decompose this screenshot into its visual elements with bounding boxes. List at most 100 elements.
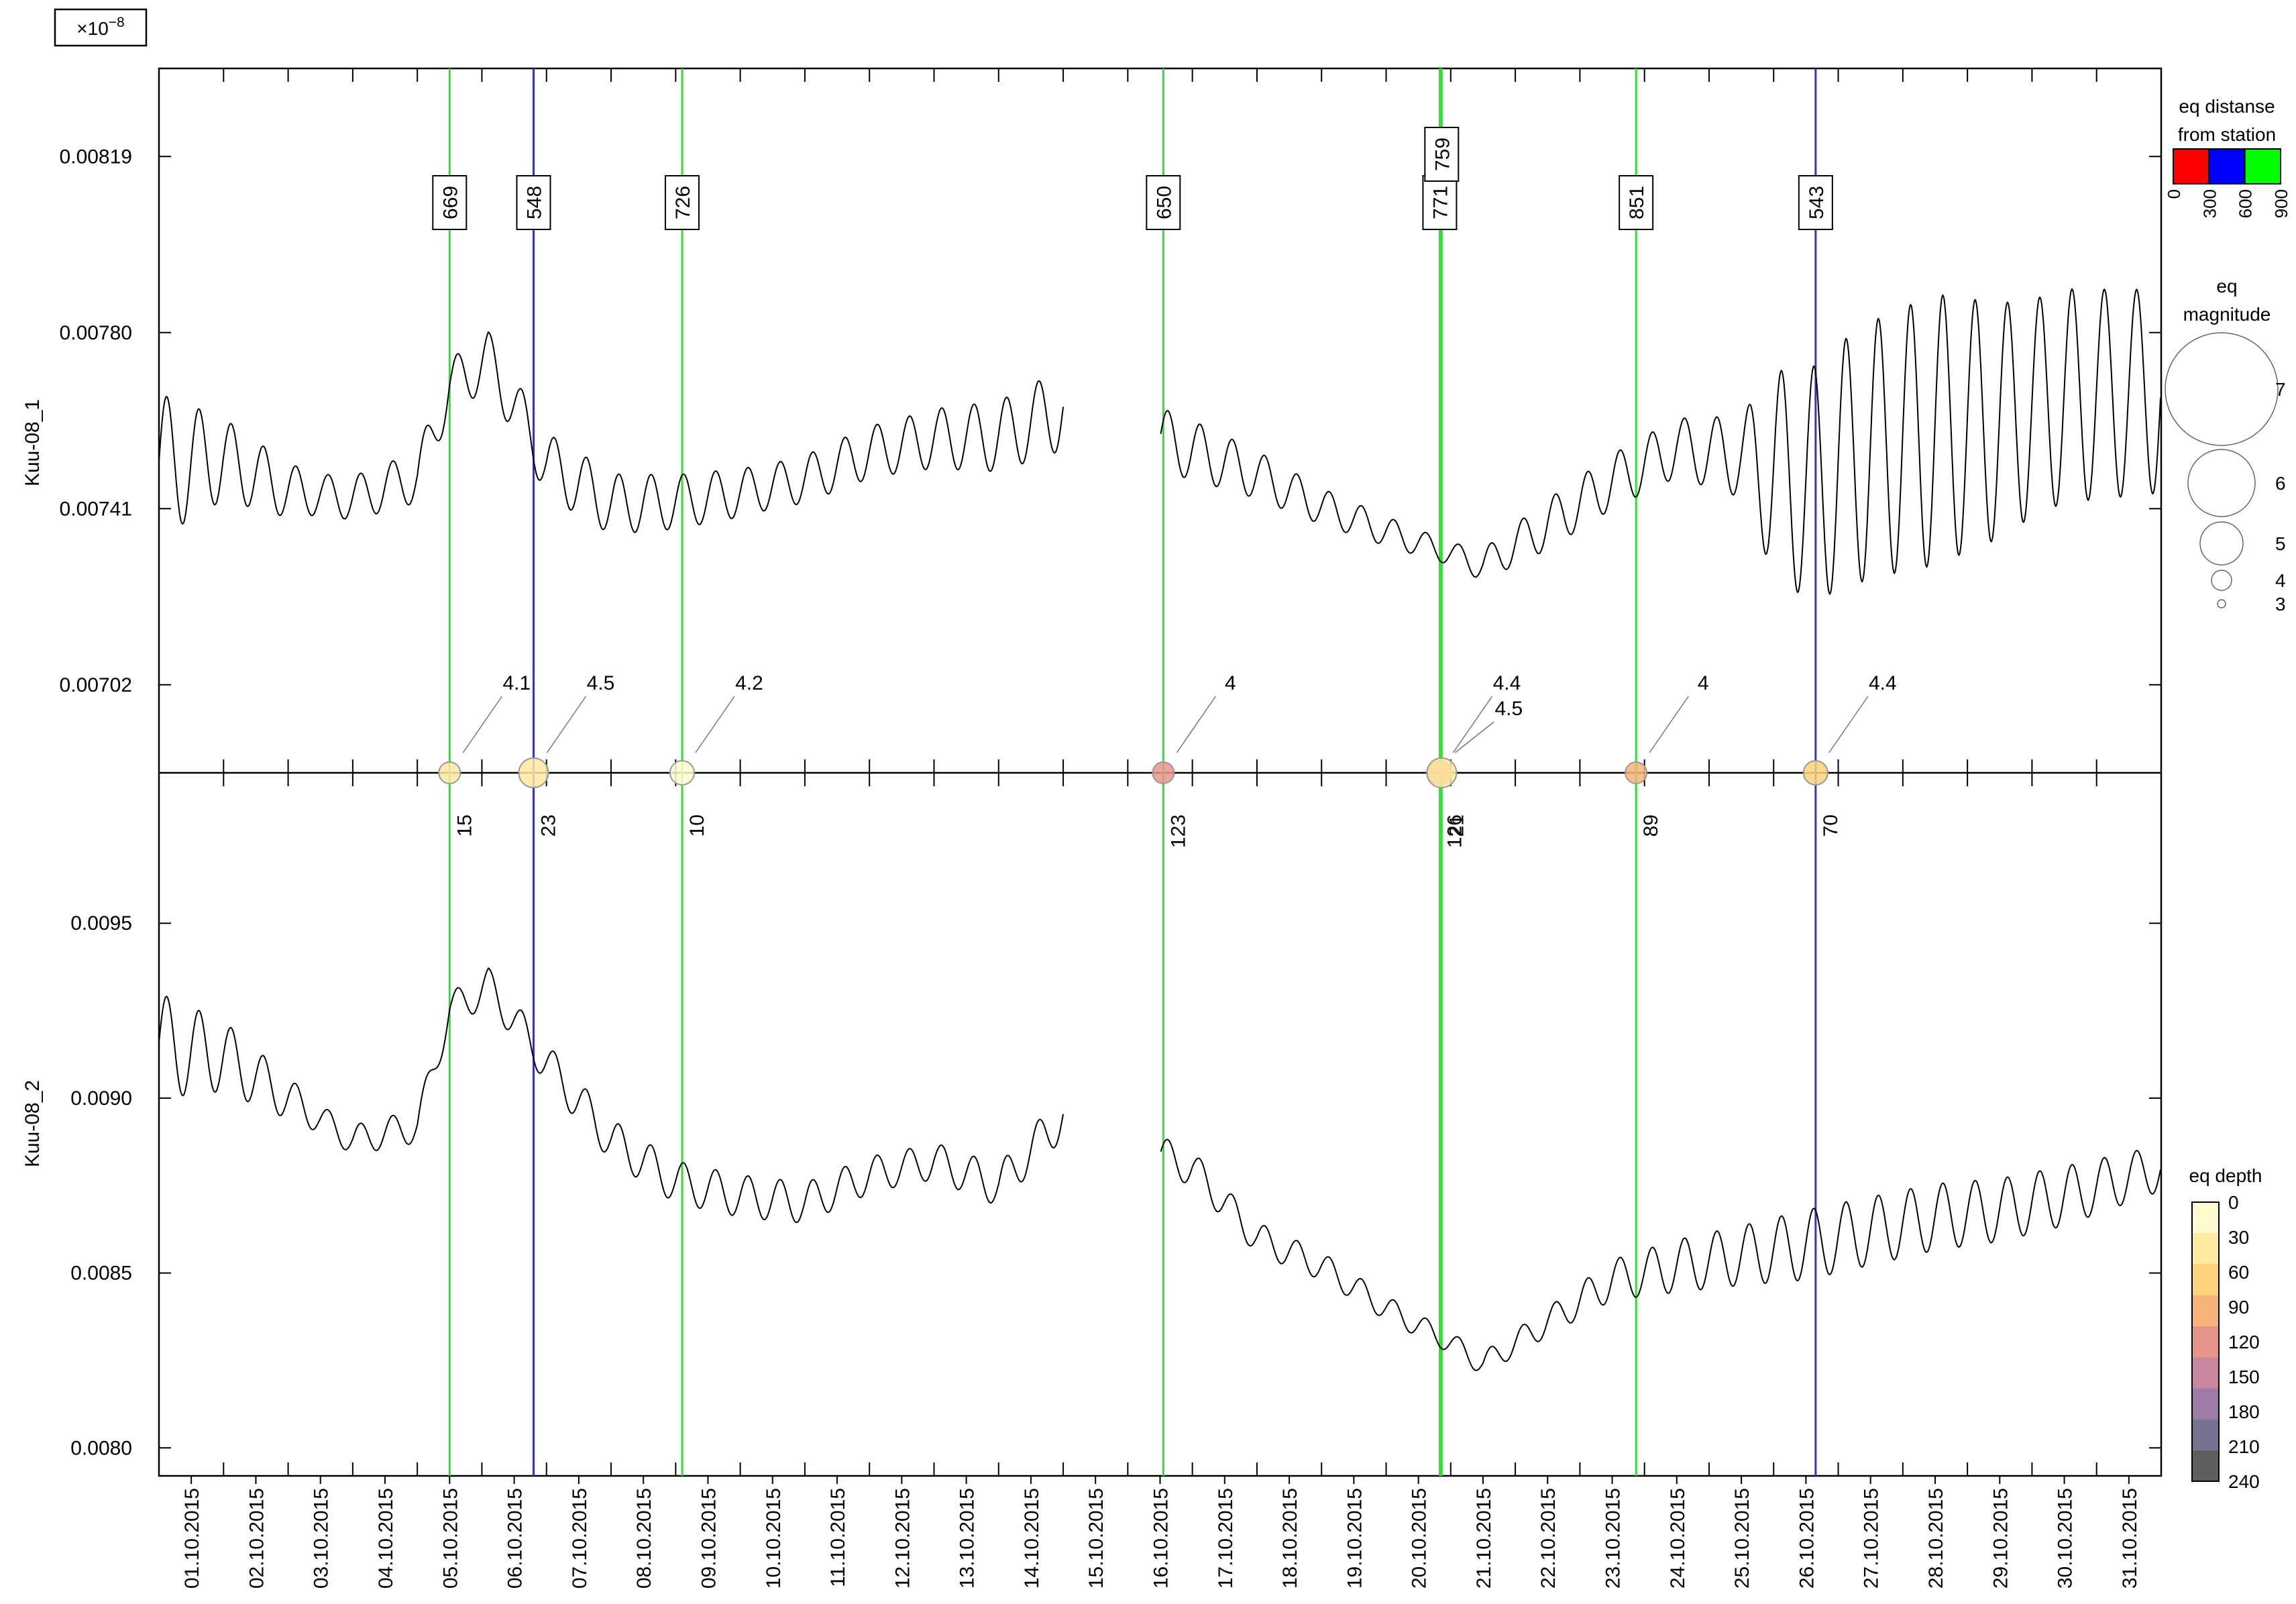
legend-depth-tick: 60 [2228, 1262, 2249, 1283]
magnitude-label: 4.2 [735, 672, 763, 694]
event-marker [1426, 757, 1458, 788]
legend-depth-title: eq depth [2189, 1165, 2262, 1186]
event-marker [438, 761, 461, 784]
legend-depth: eq depth [2189, 1165, 2262, 1186]
legend-magnitude-circle [2217, 599, 2226, 608]
series-line [1160, 1138, 2161, 1371]
magnitude-leader [1649, 696, 1689, 753]
depth-label: 10 [686, 814, 708, 837]
x-tick-label: 30.10.2015 [2055, 1488, 2077, 1589]
legend-depth-frame [2191, 1201, 2220, 1482]
y-tick-label: 0.0085 [70, 1263, 132, 1285]
magnitude-leader [1176, 696, 1216, 753]
legend-magnitude-title-2: magnitude [2183, 304, 2271, 325]
upper-panel: Kuu-08_1 [21, 399, 44, 486]
legend-magnitude-label: 3 [2275, 594, 2286, 614]
magnitude-label: 4 [1698, 672, 1709, 694]
magnitude-leader [462, 696, 502, 753]
legend-magnitude-label: 6 [2275, 473, 2286, 494]
depth-label: 70 [1820, 814, 1842, 837]
y-tick-label: 0.00702 [60, 674, 132, 696]
distance-label: 543 [1806, 186, 1828, 219]
event-marker [1152, 761, 1175, 784]
distance-label: 771 [1429, 186, 1452, 219]
legend-depth-swatch [2192, 1388, 2219, 1420]
magnitude-leader [546, 696, 587, 753]
x-tick-label: 15.10.2015 [1085, 1488, 1107, 1589]
depth-label: 126 [1443, 814, 1466, 848]
x-tick-label: 03.10.2015 [311, 1488, 333, 1589]
series-line [158, 331, 1064, 533]
x-tick-label: 17.10.2015 [1215, 1488, 1237, 1589]
x-tick-label: 09.10.2015 [698, 1488, 720, 1589]
depth-label: 89 [1640, 814, 1662, 837]
event-marker [1802, 760, 1828, 786]
distance-box [1422, 175, 1458, 230]
legend-depth-swatch [2192, 1357, 2219, 1389]
magnitude-label: 4.5 [1494, 698, 1523, 720]
depth-label: 23 [537, 814, 559, 837]
y-tick-label: 0.0095 [70, 912, 132, 934]
distance-box [664, 175, 700, 230]
x-tick-label: 02.10.2015 [245, 1488, 268, 1589]
depth-label: 123 [1167, 814, 1189, 848]
legend-depth-swatch [2192, 1264, 2219, 1295]
event-marker [1625, 761, 1648, 784]
legend-magnitude-circle [2165, 332, 2279, 446]
y-tick-label: 0.00780 [60, 322, 132, 344]
x-tick-label: 31.10.2015 [2119, 1488, 2141, 1589]
multiplier-box: ×10−8 [54, 8, 148, 47]
event-marker [518, 757, 549, 788]
x-tick-label: 28.10.2015 [1925, 1488, 1947, 1589]
x-tick-label: 07.10.2015 [569, 1488, 591, 1589]
magnitude-label: 4.4 [1493, 672, 1521, 694]
distance-box [1146, 175, 1181, 230]
distance-box [1798, 175, 1833, 230]
series-line [158, 967, 1064, 1224]
svg-text:×10−8: ×10−8 [76, 15, 124, 39]
legend-depth-tick: 210 [2228, 1436, 2260, 1457]
legend-magnitude-label: 4 [2275, 570, 2286, 591]
magnitude-label: 4.5 [587, 672, 615, 694]
x-tick-label: 14.10.2015 [1021, 1488, 1043, 1589]
distance-box [516, 175, 551, 230]
legend-depth-swatch [2192, 1202, 2219, 1234]
legend-distance: eq distanse from station [2178, 96, 2276, 145]
legend-depth-tick: 0 [2228, 1192, 2239, 1213]
x-tick-label: 21.10.2015 [1473, 1488, 1495, 1589]
distance-label: 851 [1626, 186, 1648, 219]
x-tick-label: 25.10.2015 [1731, 1488, 1753, 1589]
lower-panel-ylabel: Kuu-08_2 [21, 1080, 44, 1167]
legend-distance-title-2: from station [2178, 124, 2276, 145]
legend-distance-tick: 600 [2236, 189, 2256, 218]
legend-distance-swatch [2208, 148, 2246, 184]
legend-distance-tick: 900 [2271, 189, 2291, 218]
x-tick-label: 29.10.2015 [1989, 1488, 2012, 1589]
plot-layer: 01.10.2015 02.10.2015 03.10.2015 04.10.2015… [60, 67, 2291, 1589]
series-line [1160, 288, 2161, 596]
distance-label: 759 [1431, 138, 1454, 171]
x-tick-label: 20.10.2015 [1409, 1488, 1431, 1589]
multiplier-label: ×10 [76, 18, 109, 39]
y-tick-label: 0.0090 [70, 1087, 132, 1110]
legend-magnitude-circle [2199, 521, 2244, 566]
distance-label: 650 [1153, 186, 1175, 219]
x-tick-label: 24.10.2015 [1667, 1488, 1689, 1589]
legend-magnitude: eq magnitude [2183, 276, 2271, 325]
magnitude-leader [1454, 721, 1494, 753]
distance-label: 548 [523, 186, 545, 219]
legend-depth-swatch [2192, 1326, 2219, 1358]
legend-distance-tick: 300 [2199, 189, 2220, 218]
y-tick-label: 0.00741 [60, 498, 132, 520]
x-tick-label: 22.10.2015 [1537, 1488, 1560, 1589]
x-tick-label: 19.10.2015 [1344, 1488, 1366, 1589]
legend-distance-tick: 0 [2164, 189, 2184, 199]
legend-distance-swatch [2244, 148, 2282, 184]
legend-depth-tick: 150 [2228, 1367, 2260, 1387]
lower-panel: Kuu-08_2 [21, 1080, 44, 1167]
legend-depth-tick: 90 [2228, 1297, 2249, 1318]
x-tick-label: 11.10.2015 [827, 1488, 849, 1587]
event-marker [669, 760, 695, 786]
legend-magnitude-label: 7 [2275, 379, 2286, 400]
